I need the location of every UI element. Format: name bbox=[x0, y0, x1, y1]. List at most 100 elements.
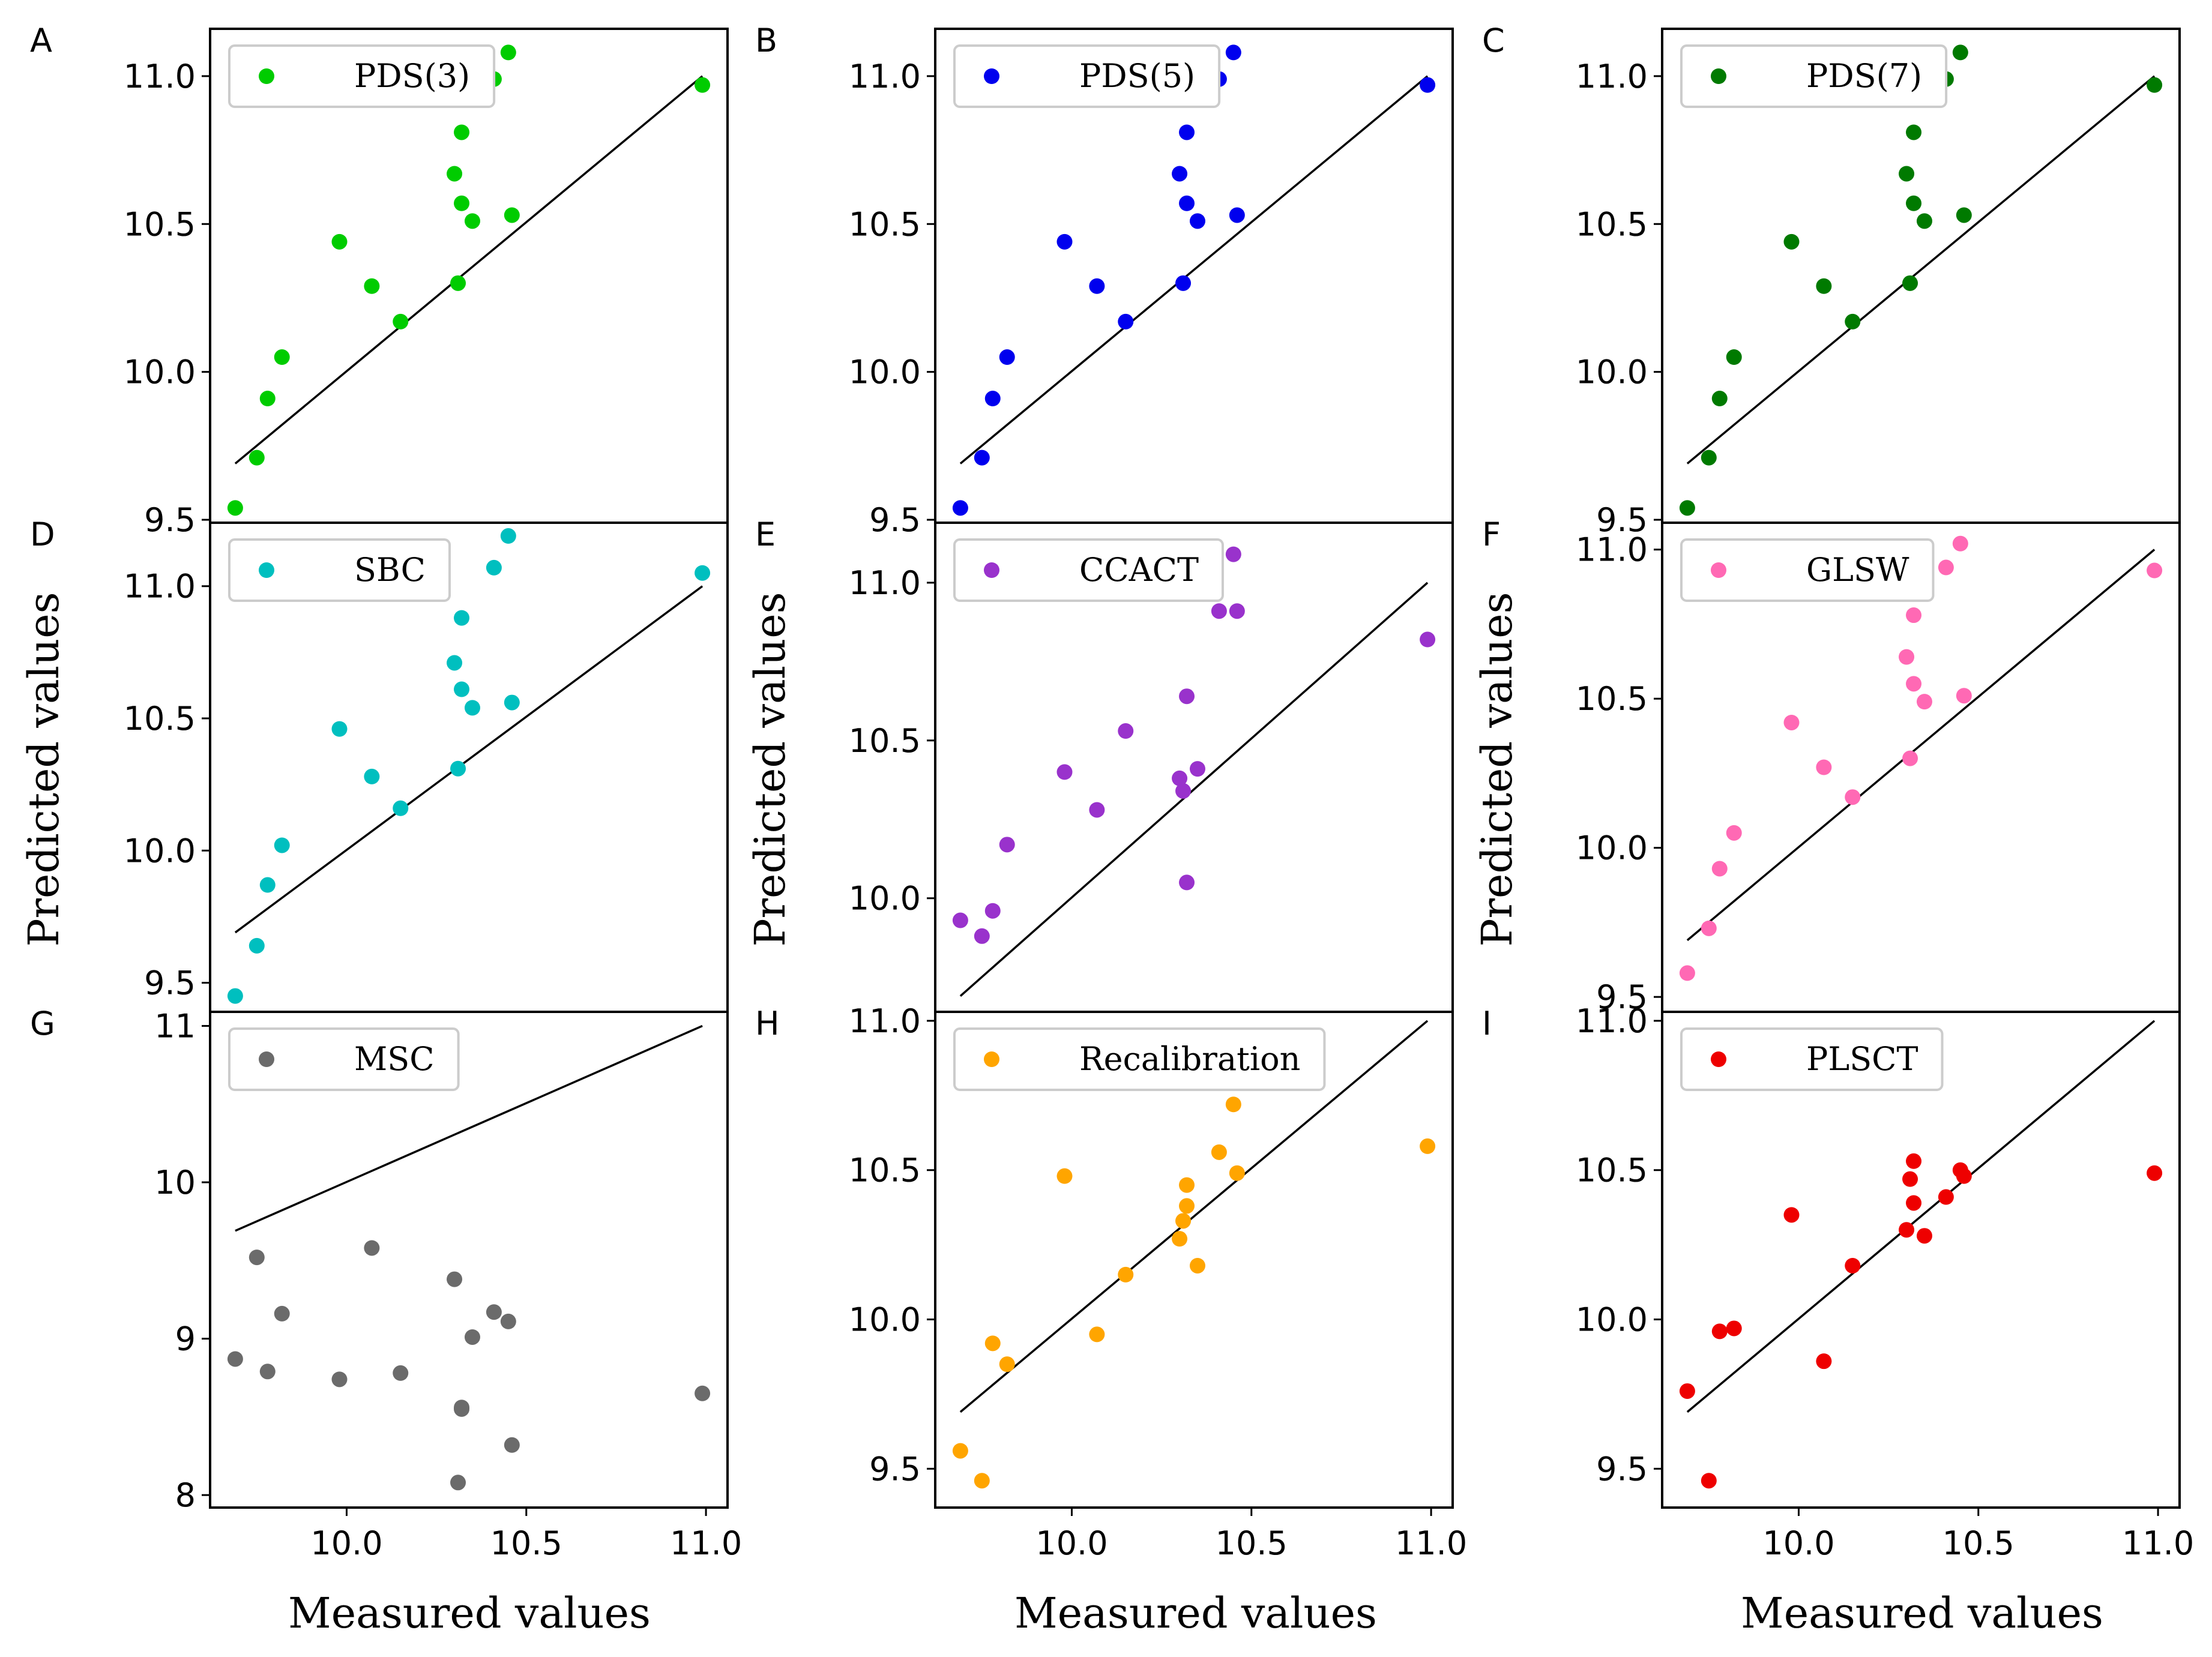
panel-b: B 9.5 10.0 10.5 11.0 PDS(5) bbox=[755, 22, 1454, 539]
data-point-h-5 bbox=[1089, 1326, 1105, 1343]
data-point-i-14 bbox=[1956, 1168, 1972, 1184]
data-point-c-11 bbox=[1916, 213, 1932, 229]
data-point-d-14 bbox=[504, 694, 520, 711]
legend-f: GLSW bbox=[1680, 538, 1935, 602]
data-point-b-14 bbox=[1229, 207, 1245, 223]
panel-c: C 9.5 10.0 10.5 11.0 PDS(7) bbox=[1482, 22, 2181, 539]
panel-g: G 8 9 10 11 10.0 10.5 11.0 MSC bbox=[30, 1005, 742, 1562]
data-point-c-15 bbox=[2147, 77, 2163, 93]
panel-a: A 9.5 10.0 10.5 11.0 PDS(3) bbox=[30, 22, 729, 539]
reference-line-b bbox=[959, 75, 1429, 465]
data-point-f-14 bbox=[1956, 688, 1972, 704]
data-point-d-10 bbox=[454, 681, 470, 697]
data-point-f-5 bbox=[1816, 759, 1832, 775]
reference-line-g bbox=[235, 1024, 703, 1232]
y-tick-label-a-3: 11.0 bbox=[124, 58, 196, 95]
data-point-f-2 bbox=[1711, 861, 1728, 877]
data-point-b-7 bbox=[1172, 166, 1188, 182]
data-point-b-10 bbox=[1179, 195, 1195, 211]
data-point-i-1 bbox=[1701, 1473, 1717, 1489]
legend-marker-c bbox=[1711, 68, 1726, 84]
legend-marker-e bbox=[984, 562, 999, 578]
plot-frame-g bbox=[209, 1011, 729, 1509]
data-point-c-4 bbox=[1783, 233, 1800, 250]
data-point-g-1 bbox=[249, 1250, 265, 1266]
y-tick-label-a-1: 10.0 bbox=[124, 353, 196, 391]
data-point-e-9 bbox=[1179, 874, 1195, 891]
data-point-b-9 bbox=[1179, 124, 1195, 140]
data-point-c-13 bbox=[1952, 44, 1968, 61]
data-point-h-13 bbox=[1225, 1096, 1241, 1113]
legend-box-f bbox=[1680, 538, 1935, 602]
data-point-f-7 bbox=[1899, 649, 1915, 665]
reference-line-h bbox=[959, 1020, 1429, 1413]
legend-label-a: PDS(3) bbox=[354, 57, 470, 95]
data-point-g-5 bbox=[364, 1240, 380, 1256]
data-point-f-13 bbox=[1952, 535, 1968, 552]
data-point-e-12 bbox=[1211, 603, 1227, 619]
y-tick-label-f-3: 11.0 bbox=[1576, 531, 1648, 569]
data-point-d-3 bbox=[274, 837, 290, 853]
y-tick-label-d-1: 10.0 bbox=[124, 832, 196, 870]
data-point-e-3 bbox=[999, 837, 1015, 853]
data-point-d-7 bbox=[447, 655, 463, 671]
panel-letter-i: I bbox=[1482, 1005, 1492, 1042]
data-point-g-13 bbox=[500, 1313, 516, 1329]
y-tick-label-h-1: 10.0 bbox=[849, 1301, 921, 1339]
x-tick-label-h-2: 11.0 bbox=[1395, 1524, 1467, 1562]
y-tick-label-b-2: 10.5 bbox=[849, 205, 921, 243]
y-tick-label-c-1: 10.0 bbox=[1576, 353, 1648, 391]
x-tick-label-h-1: 10.5 bbox=[1216, 1524, 1288, 1562]
data-point-c-5 bbox=[1816, 278, 1832, 294]
y-tick-label-b-0: 9.5 bbox=[869, 501, 921, 539]
data-point-g-14 bbox=[504, 1437, 520, 1453]
data-point-a-6 bbox=[393, 313, 409, 329]
data-point-b-2 bbox=[984, 391, 1001, 407]
data-point-h-2 bbox=[984, 1335, 1001, 1352]
data-point-i-12 bbox=[1938, 1189, 1954, 1205]
panel-f: F 9.5 10.0 10.5 11.0 GLSW bbox=[1482, 516, 2181, 1016]
data-point-b-3 bbox=[999, 349, 1015, 365]
x-tick-label-g-0: 10.0 bbox=[310, 1524, 382, 1562]
x-tick-label-h-0: 10.0 bbox=[1035, 1524, 1108, 1562]
data-point-c-3 bbox=[1726, 349, 1742, 365]
data-point-d-5 bbox=[364, 768, 380, 784]
data-point-f-1 bbox=[1701, 920, 1717, 936]
legend-box-a bbox=[228, 44, 496, 108]
y-tick-label-f-1: 10.0 bbox=[1576, 829, 1648, 867]
y-tick-label-g-0: 8 bbox=[175, 1476, 196, 1514]
data-point-b-6 bbox=[1118, 313, 1134, 329]
y-tick-label-c-0: 9.5 bbox=[1596, 501, 1648, 539]
data-point-h-7 bbox=[1172, 1231, 1188, 1247]
data-point-a-2 bbox=[259, 391, 276, 407]
legend-h: Recalibration bbox=[953, 1027, 1326, 1091]
x-axis-title-left: Measured values bbox=[288, 1589, 651, 1638]
data-point-d-6 bbox=[393, 800, 409, 816]
data-point-e-10 bbox=[1179, 688, 1195, 705]
legend-marker-d bbox=[259, 562, 274, 578]
legend-marker-b bbox=[984, 68, 999, 84]
legend-a: PDS(3) bbox=[228, 44, 496, 108]
data-point-i-10 bbox=[1906, 1195, 1922, 1211]
data-point-a-5 bbox=[364, 278, 380, 294]
data-point-h-3 bbox=[999, 1356, 1015, 1373]
data-point-i-3 bbox=[1726, 1320, 1742, 1337]
data-point-a-15 bbox=[695, 77, 711, 93]
legend-label-f: GLSW bbox=[1806, 551, 1909, 589]
legend-box-d bbox=[228, 538, 451, 602]
data-point-h-6 bbox=[1118, 1266, 1134, 1283]
data-point-f-9 bbox=[1906, 607, 1922, 624]
legend-label-d: SBC bbox=[354, 551, 426, 589]
data-point-g-11 bbox=[464, 1329, 480, 1345]
data-point-d-15 bbox=[695, 565, 711, 581]
panel-letter-b: B bbox=[755, 22, 777, 59]
data-point-e-2 bbox=[984, 903, 1001, 919]
data-point-e-13 bbox=[1225, 546, 1241, 562]
data-point-d-13 bbox=[500, 528, 516, 544]
data-point-c-10 bbox=[1906, 195, 1922, 211]
data-point-g-10 bbox=[454, 1400, 470, 1416]
data-point-g-3 bbox=[274, 1305, 290, 1322]
x-tick-label-g-2: 11.0 bbox=[670, 1524, 742, 1562]
data-point-i-0 bbox=[1679, 1383, 1695, 1399]
